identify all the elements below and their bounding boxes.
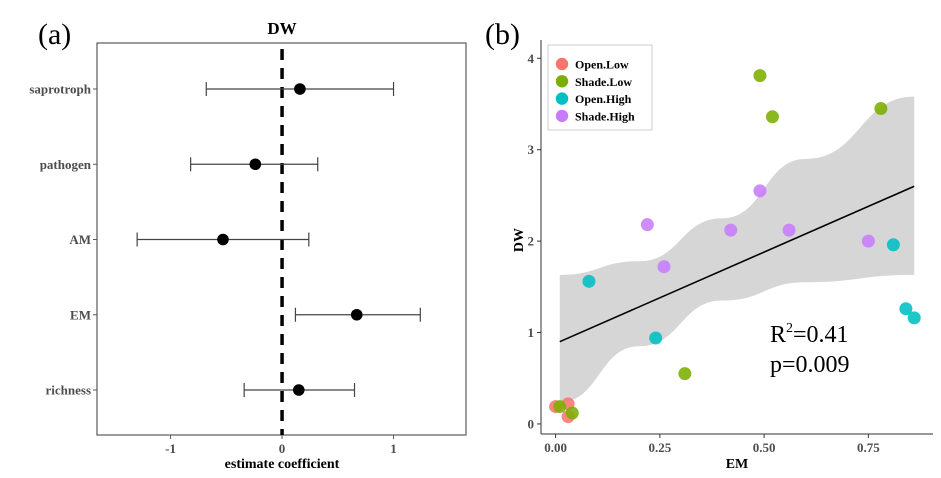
legend: Open.Low Shade.Low Open.High Shade.High: [547, 44, 653, 131]
point-shade-low: [553, 400, 567, 414]
legend-swatch-open-high: [555, 92, 569, 105]
point-shade-low: [874, 102, 888, 116]
y-tick-label: 2: [528, 234, 535, 249]
panel-a-label: (a): [38, 18, 71, 51]
point-shade-high: [640, 218, 654, 232]
point-open-high: [582, 274, 596, 288]
y-tick-label: 0: [528, 416, 535, 431]
panel-b-y-axis: 0 1 2 3 4: [528, 51, 541, 431]
estimate-point: [292, 384, 305, 396]
x-tick-label: 0.75: [857, 440, 880, 455]
panel-a-marks: [136, 82, 421, 397]
stats-annotation: R2=0.41 p=0.009: [770, 321, 850, 378]
point-shade-high: [782, 223, 796, 237]
legend-label-shade-low: Shade.Low: [575, 75, 632, 89]
point-open-high: [649, 331, 663, 345]
r-squared-prefix: R: [770, 322, 786, 348]
x-tick-label: 0.00: [544, 440, 567, 455]
estimate-point: [350, 308, 363, 321]
panel-a-x-axis: -1 0 1: [165, 435, 397, 456]
point-open-high: [907, 311, 921, 325]
x-tick-label: 1: [390, 441, 397, 456]
point-shade-high: [657, 260, 671, 274]
y-tick-label: 4: [528, 51, 535, 66]
panel-b-x-axis-title: EM: [726, 457, 749, 472]
y-tick-label-em: EM: [70, 307, 91, 322]
regression-line: [559, 185, 915, 343]
panel-b-scatter-plot: (b) 0 1 2 3 4 0.00 0.25 0.50 0.75 EM DW Open.Lo…: [485, 18, 933, 472]
r-squared-value: =0.41: [793, 322, 849, 348]
legend-swatch-shade-high: [555, 109, 569, 123]
y-tick-label: 1: [528, 325, 535, 340]
r-squared-text: R2=0.41: [770, 321, 849, 348]
point-shade-low: [565, 406, 579, 420]
p-value-text: p=0.009: [770, 352, 850, 378]
point-shade-low: [678, 367, 692, 381]
r-squared-superscript: 2: [786, 321, 793, 336]
confidence-band: [559, 96, 915, 403]
estimate-point: [249, 158, 262, 171]
y-tick-label-saprotroph: saprotroph: [29, 82, 91, 97]
panel-a-title: DW: [267, 19, 296, 38]
y-tick-label: 3: [528, 142, 535, 157]
estimate-point: [217, 233, 229, 246]
legend-label-open-high: Open.High: [575, 92, 632, 106]
panel-a-y-axis: saprotroph pathogen AM EM richness: [29, 82, 97, 398]
legend-swatch-shade-low: [555, 75, 569, 88]
x-tick-label: -1: [165, 441, 176, 456]
y-tick-label-pathogen: pathogen: [40, 157, 92, 172]
point-open-high: [899, 302, 913, 316]
point-shade-high: [753, 184, 767, 198]
legend-label-shade-high: Shade.High: [575, 109, 635, 123]
panel-b-x-axis: 0.00 0.25 0.50 0.75: [544, 434, 880, 455]
x-tick-label: 0.25: [648, 440, 671, 455]
panel-b-label: (b): [485, 18, 520, 51]
point-shade-low: [765, 110, 779, 124]
x-tick-label: 0: [279, 441, 286, 456]
panel-a-forest-plot: (a) DW saprotroph pathogen AM EM richness -1…: [29, 18, 467, 472]
panel-b-y-axis-title: DW: [512, 228, 527, 252]
point-shade-low: [753, 69, 767, 83]
y-tick-label-am: AM: [69, 232, 91, 247]
panel-a-x-axis-title: estimate coefficient: [225, 457, 340, 472]
y-tick-label-richness: richness: [46, 383, 92, 398]
x-tick-label: 0.50: [753, 440, 776, 455]
point-shade-high: [724, 223, 738, 237]
legend-label-open-low: Open.Low: [575, 58, 629, 72]
point-open-high: [886, 238, 900, 252]
estimate-point: [294, 83, 306, 95]
point-shade-high: [861, 234, 875, 248]
panel-b-points: [549, 69, 921, 424]
legend-swatch-open-low: [555, 57, 569, 71]
